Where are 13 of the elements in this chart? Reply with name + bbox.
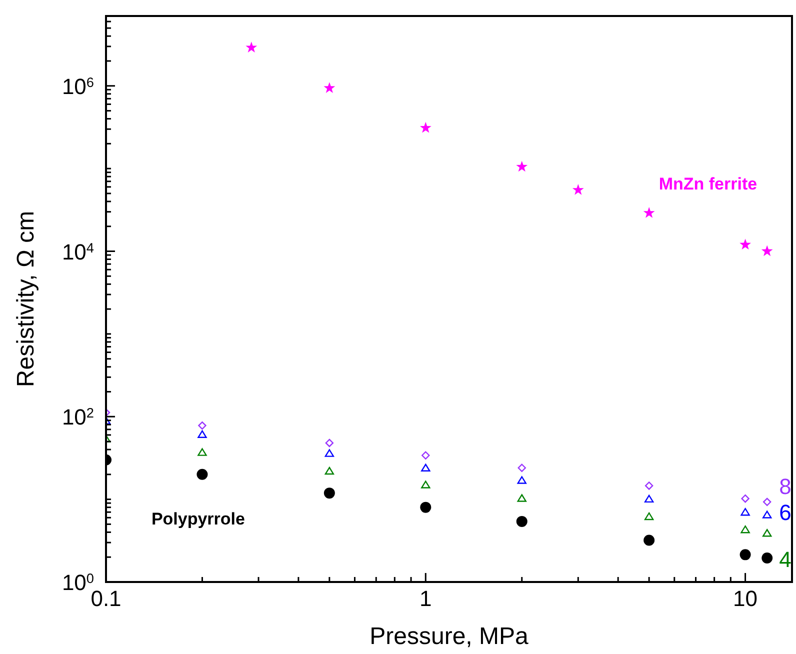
y-tick-label: 10$^{2}$ bbox=[62, 404, 94, 430]
y-tick-label: 10$^{6}$ bbox=[62, 74, 94, 99]
x-tick-label: 1 bbox=[420, 586, 432, 611]
x-tick-label: 0.1 bbox=[90, 586, 122, 611]
x-tick-label: 10 bbox=[733, 586, 758, 611]
series-label: 8 bbox=[779, 474, 792, 499]
series-label: 6 bbox=[779, 500, 792, 525]
y-tick-label: 10$^{4}$ bbox=[62, 239, 94, 264]
x-axis-title: Pressure, MPa bbox=[370, 623, 530, 650]
text: Polypyrrole bbox=[151, 509, 245, 528]
series-label: MnZn ferrite bbox=[658, 174, 758, 194]
y-axis-title: Resistivity, Ω cm bbox=[12, 210, 40, 388]
series-label: 4 bbox=[779, 547, 792, 572]
